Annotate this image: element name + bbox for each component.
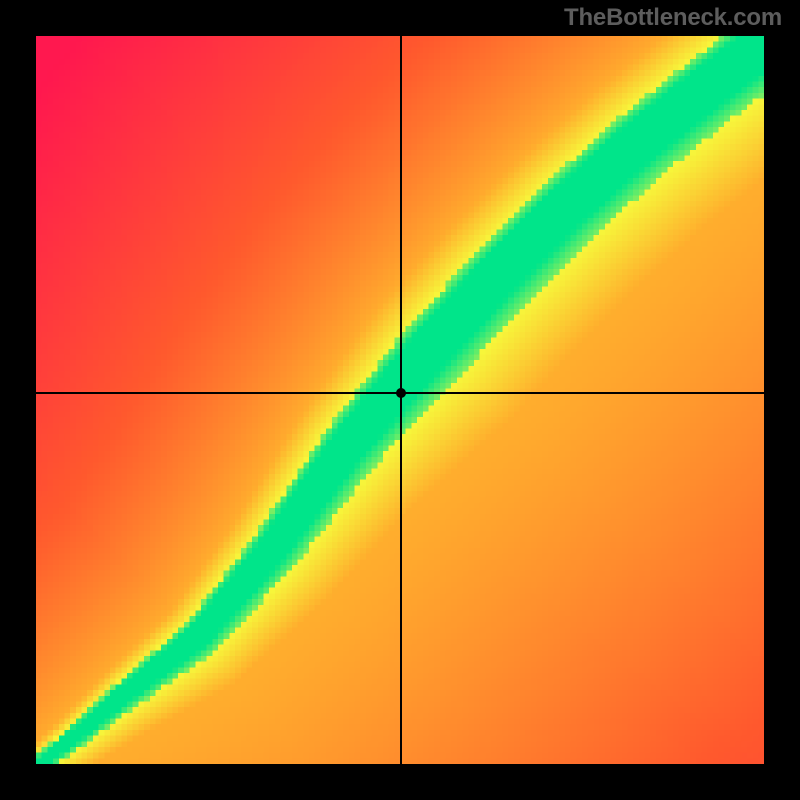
plot-area [36,36,764,764]
selection-marker [396,388,406,398]
attribution-label: TheBottleneck.com [564,4,782,32]
crosshair-vertical [400,36,402,764]
